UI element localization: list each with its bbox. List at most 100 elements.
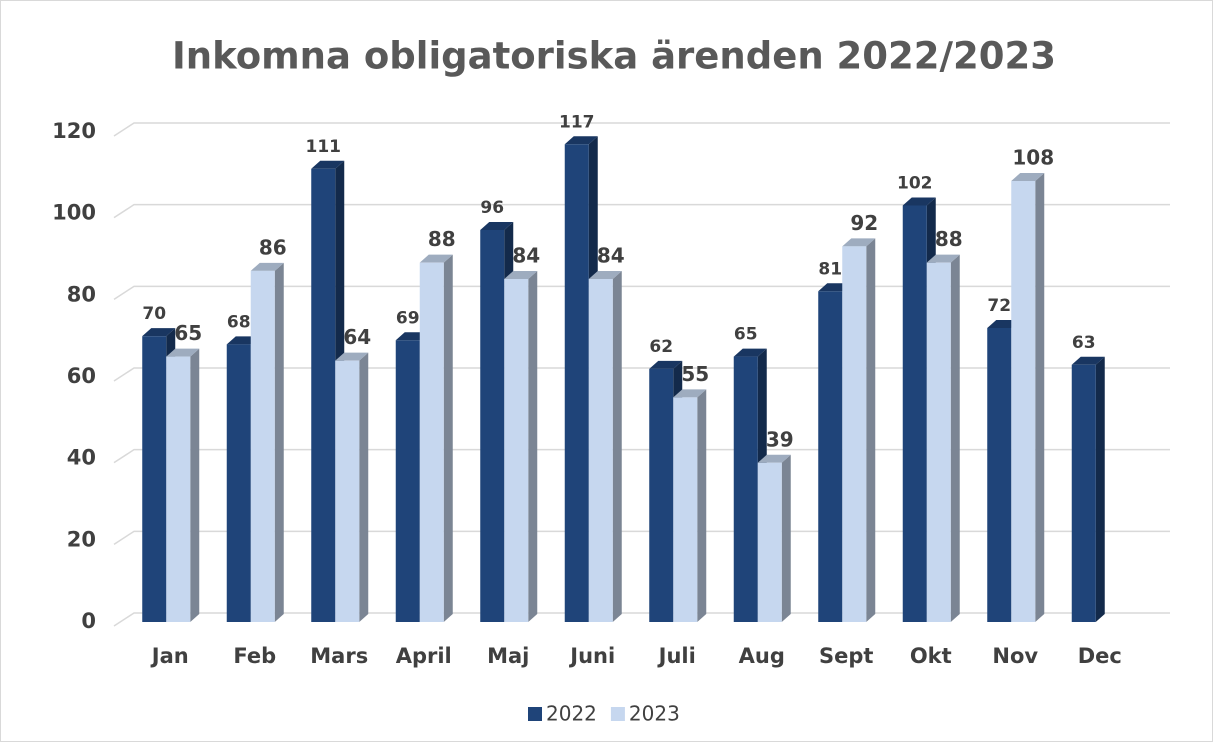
x-tick-label: Juli [657,644,696,668]
grid-segment [113,122,1170,137]
x-tick-label: Nov [992,644,1038,668]
bar-front [395,340,420,622]
value-label: 69 [396,308,420,328]
bar-side [359,352,369,622]
bar [842,238,876,623]
x-tick-label: Jan [150,644,189,668]
bar-front [142,336,167,622]
y-tick-label: 40 [67,446,96,470]
legend-swatch [610,707,625,721]
bar [1011,173,1045,622]
bar [673,389,707,622]
bar-top [1011,173,1045,181]
bar-top [250,262,284,271]
bar [588,271,622,622]
bar-front [1071,364,1096,622]
bar-top [166,348,200,357]
bar-top [649,360,683,369]
bar-top [926,254,960,263]
bar-front [673,397,698,622]
value-label: 62 [649,337,673,357]
value-label: 88 [428,227,456,251]
bar [1071,356,1105,622]
bar-front [902,205,927,622]
bar-top [335,352,369,361]
chart-title: Inkomna obligatoriska ärenden 2022/2023 [172,35,1056,78]
bar [419,254,453,622]
value-label: 86 [259,235,287,259]
bar-side [950,254,960,622]
value-label: 88 [935,227,963,251]
bar-top [673,389,707,398]
value-label: 96 [480,198,504,218]
bar-top [588,271,622,279]
bar-front [335,360,360,622]
bar-top [504,271,538,279]
y-tick-label: 20 [67,527,96,551]
value-label: 68 [227,312,251,332]
bar [926,254,960,622]
bar-top [842,238,876,247]
bar [250,262,284,622]
bar [504,271,538,622]
bar-front [480,230,505,622]
bar-front [842,246,867,623]
legend-label: 2022 [546,702,597,726]
bar-side [1035,173,1045,622]
bar [757,454,791,622]
x-tick-label: Aug [739,644,785,668]
x-tick-label: Feb [233,644,276,668]
bar-top [1071,356,1105,365]
bar-top [902,197,936,206]
bar-front [1011,181,1036,622]
y-tick-label: 120 [52,119,96,143]
bar-side [697,389,707,622]
value-label: 92 [850,211,878,235]
value-label: 72 [987,296,1011,316]
y-tick-label: 100 [52,201,96,225]
bar-front [926,262,951,622]
value-label: 64 [343,325,371,349]
bar [166,348,200,622]
value-label: 63 [1072,333,1096,353]
value-label: 108 [1012,146,1054,170]
grid-line [113,203,1170,219]
bar-front [311,168,336,622]
bar-top [757,454,791,463]
x-tick-label: Dec [1078,644,1122,668]
value-label: 39 [766,427,794,451]
bar-front [226,344,251,622]
bar-front [987,328,1012,622]
bar-side [1095,356,1105,622]
bar-front [588,279,613,622]
bar-top [564,136,598,145]
y-tick-label: 0 [81,609,96,633]
value-label: 65 [174,321,202,345]
bar [564,136,598,622]
value-label: 55 [681,362,709,386]
grid-line [113,122,1170,137]
legend-swatch [528,707,542,721]
bar-side [274,262,284,622]
bar-front [250,270,275,622]
bar-side [528,271,538,622]
bar-front [649,368,674,622]
bar-front [733,356,758,622]
bar-side [190,348,200,622]
x-tick-label: April [396,644,452,668]
bar-front [419,262,444,622]
y-tick-label: 60 [67,364,96,388]
bar-top [480,222,514,230]
bar-front [504,279,529,622]
x-tick-label: Mars [310,644,368,668]
value-label: 84 [512,244,540,268]
x-tick-label: Maj [487,644,529,668]
value-label: 102 [897,174,933,194]
bar-top [311,160,345,169]
x-tick-label: Juni [568,644,615,668]
bar-side [781,454,791,622]
bar-front [564,144,589,622]
bar-side [612,271,622,622]
bar [335,352,369,622]
